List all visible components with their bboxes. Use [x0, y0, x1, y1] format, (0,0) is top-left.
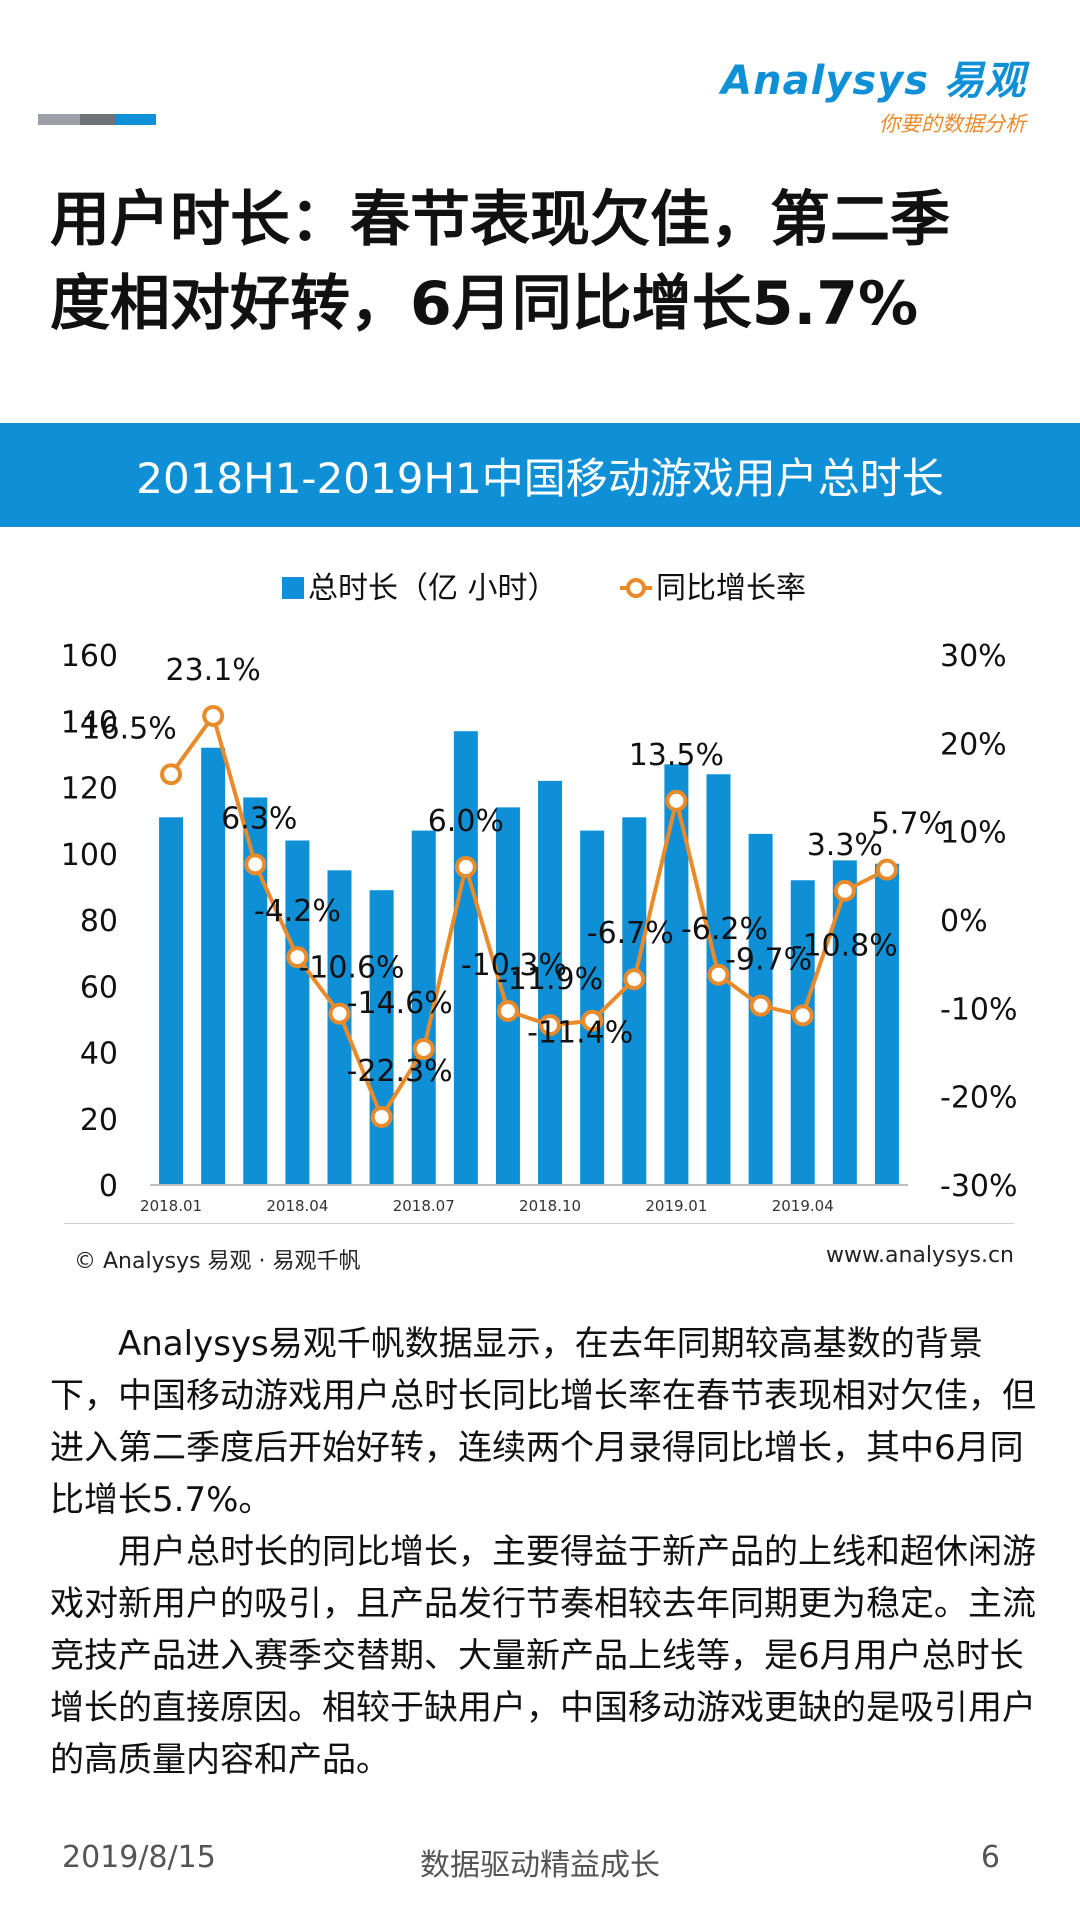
x-tick-label: 2019.01	[645, 1197, 707, 1215]
body-paragraph-2: 用户总时长的同比增长，主要得益于新产品的上线和超休闲游戏对新用户的吸引，且产品发…	[50, 1532, 1036, 1780]
bar-mark	[580, 830, 605, 1185]
x-tick-label: 2018.10	[519, 1197, 581, 1215]
bar-mark	[790, 880, 815, 1185]
y-left-tick-label: 60	[80, 970, 118, 1005]
page-title-line2: 度相对好转，6月同比增长5.7%	[50, 269, 919, 339]
footer-slogan: 数据驱动精益成长	[420, 1848, 660, 1883]
y-left-tick-label: 120	[61, 772, 118, 807]
bar-mark	[622, 817, 647, 1185]
y-right-tick-label: -20%	[940, 1081, 1018, 1116]
growth-data-label: -6.7%	[587, 916, 674, 951]
y-right-tick-label: 0%	[940, 904, 988, 939]
growth-point	[581, 1009, 604, 1032]
growth-point	[202, 704, 225, 727]
source-divider	[64, 1223, 1014, 1224]
legend-line-label: 同比增长率	[656, 571, 806, 606]
bar-mark	[369, 890, 394, 1185]
decor-bar-dark	[80, 114, 116, 125]
growth-point	[665, 789, 688, 812]
bar-mark	[874, 863, 899, 1185]
page-number: 6	[980, 1840, 1000, 1875]
bar-mark	[538, 780, 563, 1185]
growth-point	[496, 999, 519, 1022]
legend-line-marker	[626, 578, 646, 598]
x-tick-label: 2018.04	[266, 1197, 328, 1215]
growth-point	[833, 879, 856, 902]
growth-data-label: 3.3%	[807, 828, 883, 863]
growth-data-label: -14.6%	[347, 986, 453, 1021]
growth-data-label: -22.3%	[347, 1054, 453, 1089]
growth-point	[328, 1002, 351, 1025]
legend-bar-swatch	[282, 577, 304, 599]
y-right-tick-label: 30%	[940, 639, 1007, 674]
x-tick-label: 2019.04	[772, 1197, 834, 1215]
growth-point	[244, 853, 267, 876]
bar-mark	[285, 840, 310, 1185]
y-right-tick-label: 10%	[940, 816, 1007, 851]
y-left-tick-label: 100	[61, 838, 118, 873]
y-left-tick-label: 0	[99, 1169, 118, 1204]
x-tick-label: 2018.07	[393, 1197, 455, 1215]
body-text: Analysys易观千帆数据显示，在去年同期较高基数的背景下，中国移动游戏用户总…	[50, 1318, 1040, 1786]
source-credit: © Analysys 易观 · 易观千帆	[74, 1249, 361, 1274]
body-paragraph-1: Analysys易观千帆数据显示，在去年同期较高基数的背景下，中国移动游戏用户总…	[50, 1324, 1036, 1520]
growth-data-label: 6.3%	[221, 801, 297, 836]
chart-title-banner: 2018H1-2019H1中国移动游戏用户总时长	[0, 423, 1080, 527]
bar-mark	[201, 747, 226, 1185]
growth-data-label: -10.6%	[298, 951, 404, 986]
growth-point	[286, 946, 309, 969]
legend-bar-label: 总时长（亿 小时）	[308, 571, 558, 606]
y-left-tick-label: 160	[61, 639, 118, 674]
growth-point	[160, 763, 183, 786]
bar-mark	[159, 817, 184, 1185]
y-left-tick-label: 140	[61, 705, 118, 740]
y-right-tick-label: -30%	[940, 1169, 1018, 1204]
growth-data-label: -9.7%	[725, 943, 812, 978]
growth-data-label: -6.2%	[681, 912, 768, 947]
page-title: 用户时长：春节表现欠佳，第二季 度相对好转，6月同比增长5.7%	[50, 178, 1030, 346]
analysys-logo: Analysys 易观 你要的数据分析	[721, 48, 1026, 138]
y-left-tick-label: 80	[80, 904, 118, 939]
growth-data-label: -11.4%	[527, 1016, 633, 1051]
page-title-line1: 用户时长：春节表现欠佳，第二季	[50, 185, 950, 255]
y-left-tick-label: 20	[80, 1103, 118, 1138]
growth-data-label: 6.0%	[428, 804, 504, 839]
growth-point	[707, 963, 730, 986]
growth-point	[749, 994, 772, 1017]
bar-mark	[453, 731, 478, 1185]
x-tick-label: 2018.01	[140, 1197, 202, 1215]
y-right-tick-label: 20%	[940, 727, 1007, 762]
y-left-tick-label: 40	[80, 1037, 118, 1072]
growth-point	[623, 968, 646, 991]
bar-mark	[327, 870, 352, 1185]
growth-data-label: -10.8%	[792, 928, 898, 963]
decor-bar-blue	[116, 114, 156, 125]
growth-point	[370, 1105, 393, 1128]
growth-data-label: -4.2%	[254, 894, 341, 929]
logo-tagline: 你要的数据分析	[879, 112, 1026, 136]
decor-bar-gray	[38, 114, 80, 125]
growth-data-label: 23.1%	[166, 653, 261, 688]
growth-data-label: -10.3%	[461, 948, 567, 983]
growth-point	[539, 1014, 562, 1037]
y-right-tick-label: -10%	[940, 992, 1018, 1027]
growth-data-label: 13.5%	[629, 738, 724, 773]
bar-mark	[495, 807, 520, 1185]
growth-data-label: 5.7%	[871, 807, 947, 842]
source-url: www.analysys.cn	[826, 1243, 1014, 1268]
growth-point	[412, 1037, 435, 1060]
growth-point	[875, 858, 898, 881]
growth-data-label: -11.9%	[497, 962, 603, 997]
combo-chart: 总时长（亿 小时） 同比增长率 0 20 40 60 80 100 120 140 160 -30% -…	[61, 571, 1018, 1215]
growth-point	[454, 856, 477, 878]
footer-date: 2019/8/15	[62, 1840, 216, 1875]
growth-point	[791, 1004, 814, 1027]
logo-brand: Analysys 易观	[721, 58, 1026, 104]
bar-mark	[832, 860, 857, 1185]
growth-data-label: 16.5%	[81, 711, 176, 746]
